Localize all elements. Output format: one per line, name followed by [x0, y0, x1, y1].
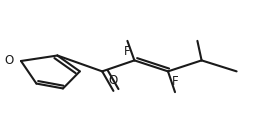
Text: O: O [4, 55, 13, 67]
Text: F: F [124, 45, 131, 58]
Text: O: O [109, 74, 118, 87]
Text: F: F [172, 75, 178, 88]
